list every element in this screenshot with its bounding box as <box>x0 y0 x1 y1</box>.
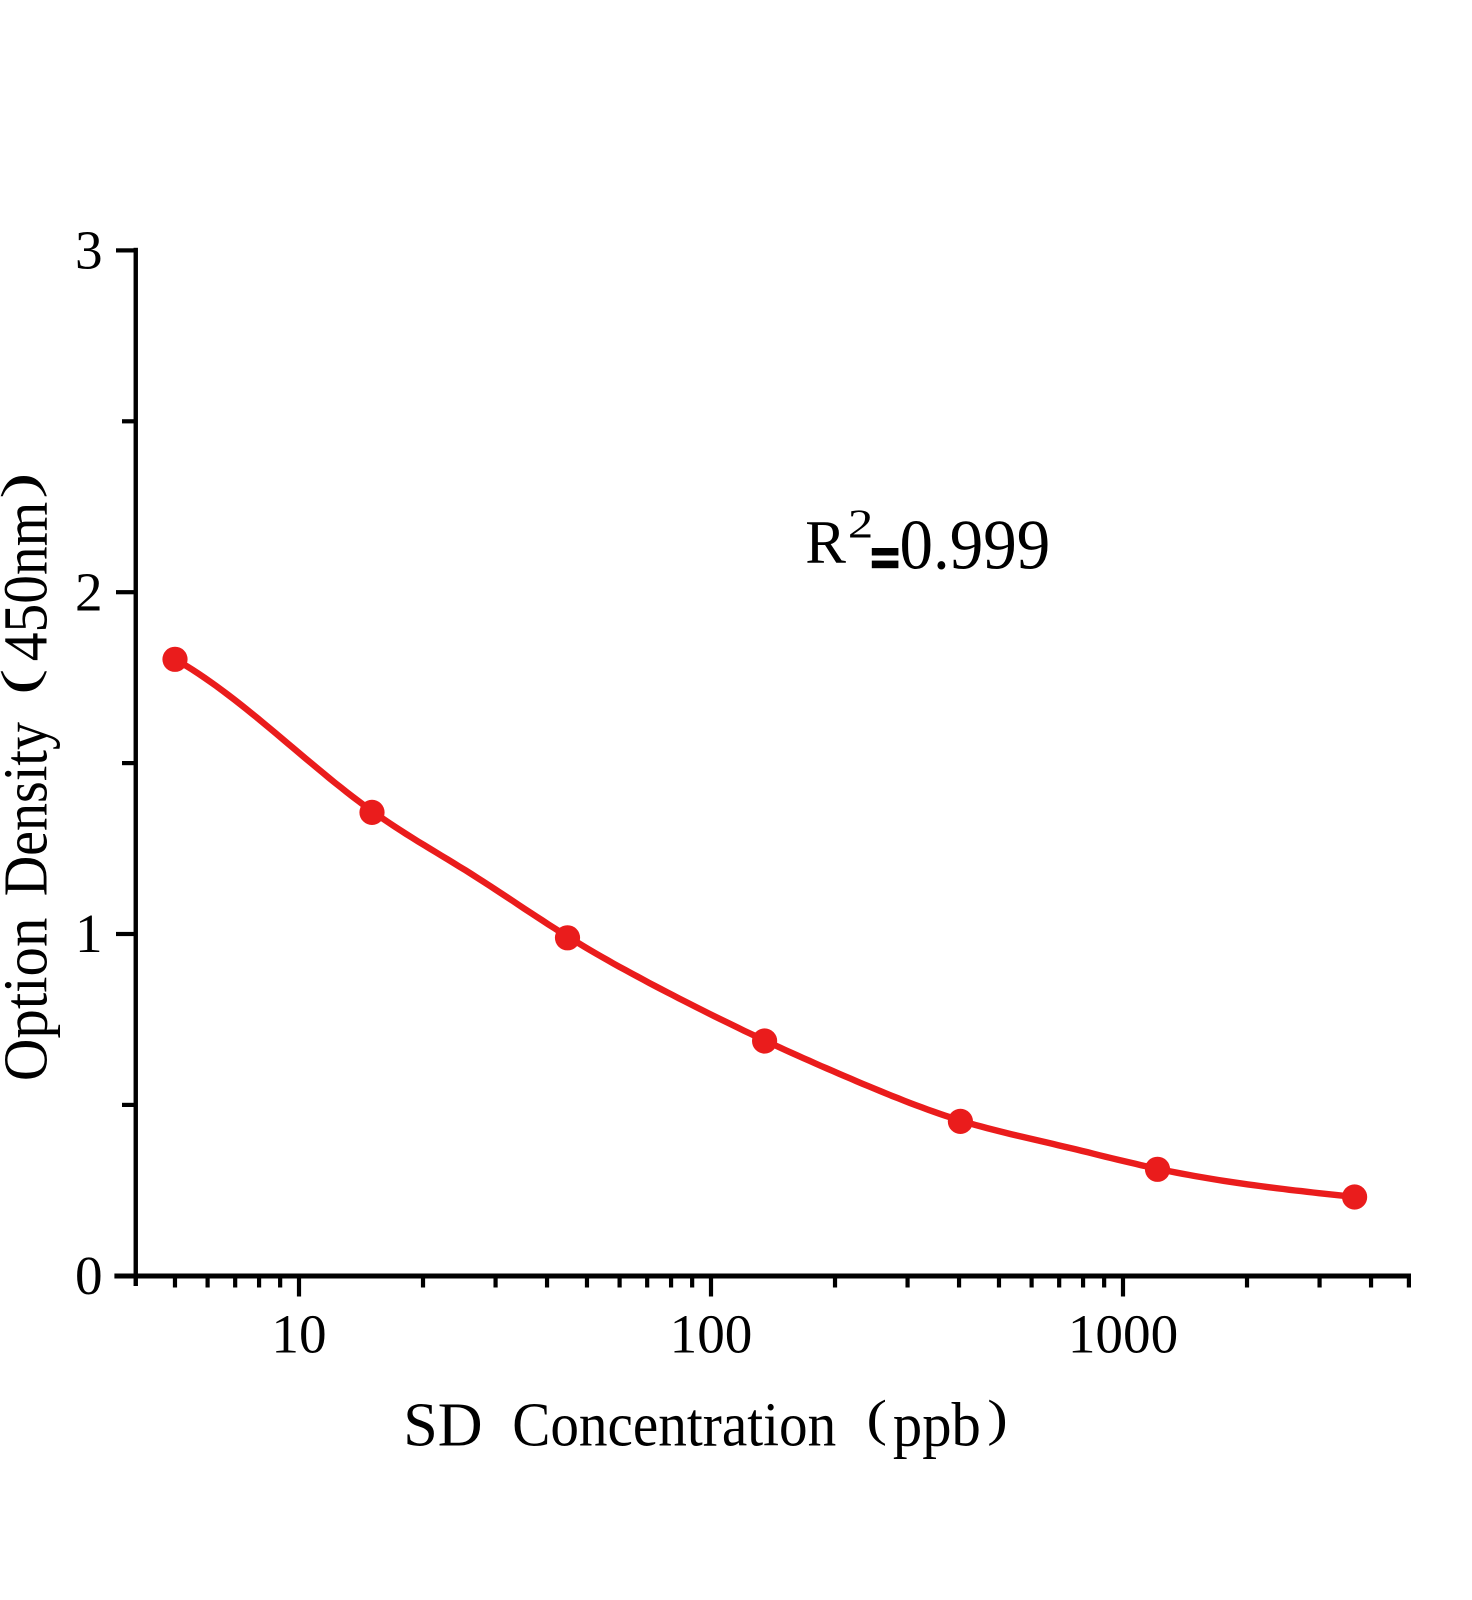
svg-text:SD: SD <box>403 1392 482 1460</box>
svg-text:3: 3 <box>75 220 103 281</box>
svg-text:450nm: 450nm <box>0 502 61 662</box>
svg-text:): ) <box>987 1390 1008 1446</box>
svg-text:): ) <box>0 473 47 499</box>
svg-text:Option: Option <box>0 918 61 1082</box>
svg-text:10: 10 <box>271 1303 326 1364</box>
svg-text:Concentration: Concentration <box>512 1392 836 1460</box>
svg-text:100: 100 <box>670 1303 753 1364</box>
svg-text:0: 0 <box>75 1245 103 1306</box>
svg-text:2: 2 <box>75 561 103 622</box>
svg-text:0.999: 0.999 <box>900 507 1051 585</box>
svg-text:Density: Density <box>0 722 61 896</box>
svg-text:(: ( <box>867 1390 888 1446</box>
svg-text:1000: 1000 <box>1068 1303 1178 1364</box>
svg-text:ppb: ppb <box>893 1392 981 1460</box>
svg-text:1: 1 <box>75 903 103 964</box>
svg-text:R: R <box>805 510 846 577</box>
svg-text:(: ( <box>0 669 47 695</box>
